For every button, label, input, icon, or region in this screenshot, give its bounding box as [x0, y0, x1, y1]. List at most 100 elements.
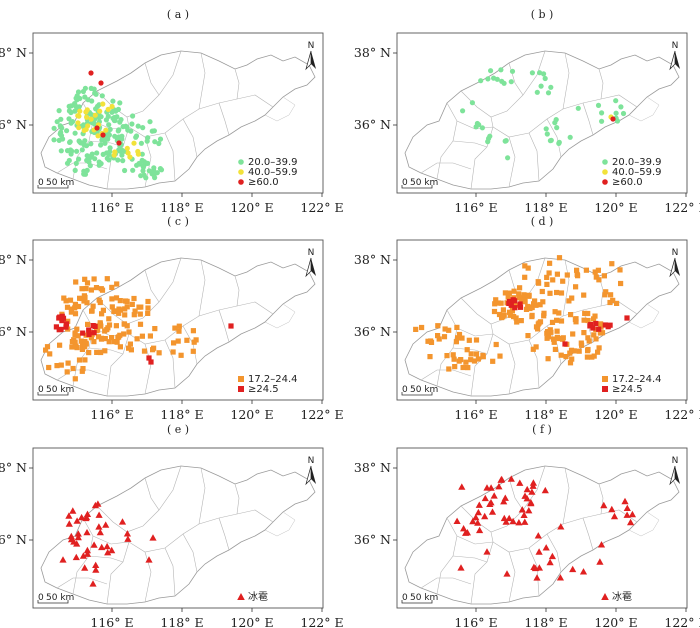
station-marker	[102, 328, 108, 334]
station-marker	[485, 76, 491, 82]
station-marker	[442, 326, 448, 332]
station-marker	[73, 517, 81, 524]
station-marker	[525, 507, 533, 514]
station-marker	[104, 276, 110, 282]
lon-label: 120° E	[230, 615, 273, 628]
station-marker	[75, 89, 82, 95]
station-marker	[82, 138, 88, 144]
station-marker	[570, 331, 576, 337]
legend: 20.0–39.940.0–59.9≥60.0	[238, 157, 298, 188]
station-marker	[145, 298, 151, 305]
station-marker	[505, 155, 511, 161]
station-marker	[115, 128, 121, 134]
station-marker	[190, 328, 196, 334]
station-marker	[124, 145, 130, 151]
legend-label: ≥24.5	[248, 384, 279, 395]
station-marker	[68, 306, 75, 312]
station-marker	[149, 534, 157, 541]
station-marker	[525, 265, 531, 271]
station-marker	[83, 286, 89, 292]
station-marker	[96, 297, 102, 303]
station-marker	[123, 298, 129, 304]
station-marker	[585, 348, 591, 354]
station-marker	[509, 517, 517, 525]
scale-zero: 0	[38, 385, 44, 395]
station-marker	[547, 260, 553, 266]
station-marker	[137, 321, 144, 327]
station-marker	[43, 347, 49, 353]
panel-label: ( d )	[531, 215, 554, 228]
station-marker	[129, 121, 135, 127]
station-marker	[471, 358, 478, 364]
station-marker	[552, 346, 558, 352]
station-marker	[593, 336, 599, 342]
lon-label: 118° E	[524, 407, 567, 422]
station-marker	[140, 125, 146, 131]
station-marker	[126, 345, 132, 351]
station-marker	[131, 140, 137, 146]
lon-label: 122° E	[300, 407, 343, 422]
station-marker	[486, 500, 494, 507]
station-marker	[522, 263, 528, 269]
station-marker	[80, 330, 86, 336]
station-marker	[569, 295, 575, 301]
station-marker	[541, 486, 549, 494]
lon-label: 122° E	[300, 615, 343, 628]
station-marker	[509, 308, 515, 314]
station-marker	[82, 94, 88, 100]
station-marker	[82, 171, 89, 177]
station-marker	[102, 348, 108, 354]
station-marker	[72, 130, 78, 136]
station-marker	[557, 523, 565, 530]
station-marker	[535, 548, 543, 555]
station-marker	[584, 354, 590, 360]
station-marker	[491, 308, 498, 315]
station-marker	[563, 354, 569, 360]
station-marker	[88, 335, 94, 341]
station-marker	[126, 329, 132, 335]
station-marker	[581, 330, 587, 336]
station-marker	[58, 148, 64, 154]
map-area	[40, 465, 316, 605]
legend-label: 40.0–59.9	[612, 167, 662, 178]
station-marker	[608, 292, 614, 298]
station-marker	[128, 347, 134, 353]
lat-label: 36° N	[354, 117, 391, 132]
station-marker	[542, 75, 548, 82]
legend-label: ≥24.5	[612, 384, 643, 395]
station-marker	[107, 145, 113, 151]
station-marker	[576, 348, 582, 354]
scale-zero: 0	[402, 385, 408, 395]
station-marker	[175, 338, 181, 344]
map-frame	[396, 447, 688, 609]
station-marker	[549, 319, 556, 325]
station-marker	[76, 125, 82, 131]
station-marker	[82, 338, 88, 345]
station-marker	[64, 304, 71, 310]
lon-label: 116° E	[454, 615, 497, 628]
station-marker	[595, 349, 601, 355]
station-marker	[132, 308, 138, 314]
station-marker	[99, 311, 105, 317]
station-marker	[462, 529, 470, 536]
station-marker	[493, 297, 499, 303]
station-marker	[483, 548, 491, 555]
map-panel: ( f ) 38° N 36° N 116° E 118° E 120° E 122° E N…	[354, 423, 700, 628]
station-marker	[99, 93, 105, 99]
station-marker	[106, 316, 112, 322]
station-marker	[77, 108, 83, 114]
station-marker	[506, 300, 512, 306]
station-marker	[548, 329, 554, 335]
station-marker	[145, 556, 153, 563]
station-marker	[500, 314, 506, 320]
station-marker	[413, 326, 419, 332]
station-marker	[527, 499, 535, 507]
station-marker	[54, 119, 60, 125]
station-marker	[567, 360, 574, 366]
station-marker	[525, 333, 531, 339]
station-marker	[476, 122, 482, 128]
station-marker	[90, 541, 98, 548]
station-marker	[597, 541, 606, 548]
station-marker	[613, 98, 619, 104]
station-marker	[571, 348, 577, 354]
